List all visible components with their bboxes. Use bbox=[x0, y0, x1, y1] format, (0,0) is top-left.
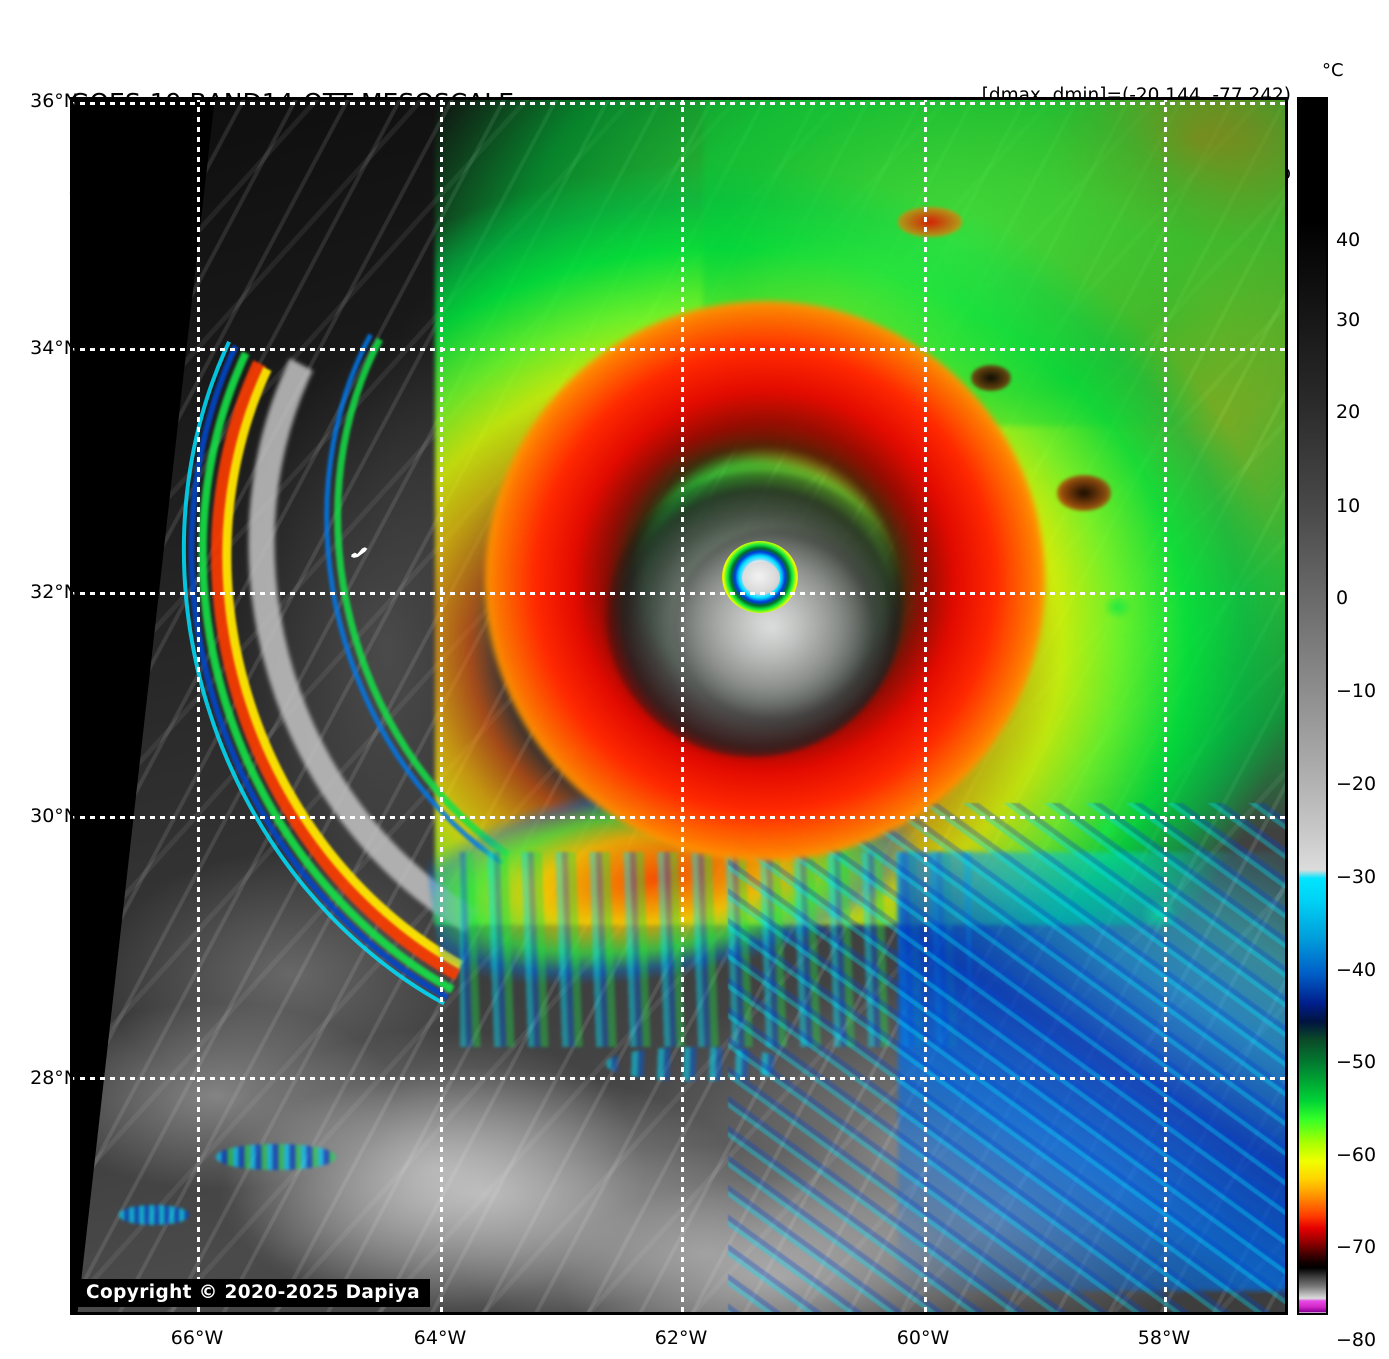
gridline-lon-64w bbox=[440, 97, 444, 1315]
colorbar-tick-m40: −40 bbox=[1336, 959, 1377, 981]
cold-cell-ne-1 bbox=[971, 364, 1012, 391]
cold-cell-sw-1 bbox=[216, 1144, 337, 1171]
temperature-colorbar[interactable] bbox=[1297, 97, 1328, 1315]
colorbar-tick-0: 0 bbox=[1336, 587, 1349, 609]
cold-cell-sw-2 bbox=[118, 1205, 189, 1226]
storm-eye bbox=[742, 561, 781, 595]
gridline-lat-28n bbox=[70, 1077, 1288, 1081]
xtick-label-66w: 66°W bbox=[170, 1327, 224, 1349]
gridline-lat-32n bbox=[70, 591, 1288, 595]
gridline-lon-66w bbox=[196, 97, 200, 1315]
colorbar-tick-10: 10 bbox=[1336, 495, 1361, 517]
cold-cell-ne-2 bbox=[1056, 474, 1111, 511]
southeast-cold-band bbox=[898, 852, 1288, 1291]
colorbar-tick-m70: −70 bbox=[1336, 1236, 1377, 1258]
ytick-label-36n: 36°N bbox=[30, 90, 78, 112]
cold-cell-e-1 bbox=[1105, 596, 1132, 619]
colorbar-tick-m60: −60 bbox=[1336, 1144, 1377, 1166]
copyright-banner: Copyright © 2020-2025 Dapiya bbox=[78, 1279, 430, 1307]
gridline-lat-34n bbox=[70, 347, 1288, 351]
colorbar-tick-30: 30 bbox=[1336, 309, 1361, 331]
gridline-lon-62w bbox=[681, 97, 685, 1315]
southeast-cold-speckle bbox=[727, 803, 1288, 1315]
colorbar-tick-20: 20 bbox=[1336, 401, 1361, 423]
ytick-label-34n: 34°N bbox=[30, 337, 78, 359]
xtick-label-62w: 62°W bbox=[654, 1327, 708, 1349]
ytick-label-30n: 30°N bbox=[30, 805, 78, 827]
xtick-label-58w: 58°W bbox=[1137, 1327, 1191, 1349]
xtick-label-64w: 64°W bbox=[413, 1327, 467, 1349]
ytick-label-32n: 32°N bbox=[30, 581, 78, 603]
bermuda-island-outline bbox=[351, 547, 368, 558]
gridline-lon-58w bbox=[1163, 97, 1167, 1315]
ytick-label-28n: 28°N bbox=[30, 1067, 78, 1089]
rainband-southern-cells bbox=[459, 852, 972, 1048]
gridline-lat-30n bbox=[70, 815, 1288, 819]
colorbar-tick-m10: −10 bbox=[1336, 680, 1377, 702]
satellite-image-plot[interactable]: Copyright © 2020-2025 Dapiya bbox=[70, 97, 1288, 1315]
xtick-label-60w: 60°W bbox=[896, 1327, 950, 1349]
colorbar-tick-m30: −30 bbox=[1336, 866, 1377, 888]
cold-cell-ne-3 bbox=[898, 206, 963, 237]
colorbar-tick-m20: −20 bbox=[1336, 773, 1377, 795]
gridline-lat-36n bbox=[70, 101, 1288, 105]
cold-cell-s-1 bbox=[605, 1047, 786, 1082]
gridline-lon-60w bbox=[923, 97, 927, 1315]
cold-cell-se-1 bbox=[1093, 815, 1122, 842]
colorbar-tick-m50: −50 bbox=[1336, 1051, 1377, 1073]
colorbar-unit-label: °C bbox=[1322, 60, 1344, 81]
colorbar-tick-m80: −80 bbox=[1336, 1329, 1377, 1351]
colorbar-tick-40: 40 bbox=[1336, 229, 1361, 251]
